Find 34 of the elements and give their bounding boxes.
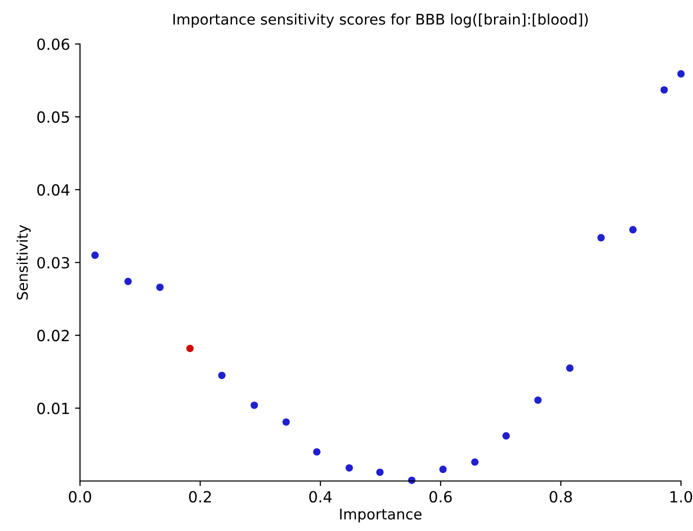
point xyxy=(629,226,637,234)
y-axis-title: Sensitivity xyxy=(16,224,31,300)
point xyxy=(124,278,132,286)
point xyxy=(376,468,384,476)
point xyxy=(660,86,668,94)
point xyxy=(156,284,164,291)
y-tick-label: 0.01 xyxy=(37,402,69,414)
point xyxy=(439,466,447,474)
x-tick-label: 0.8 xyxy=(550,490,572,503)
point xyxy=(502,432,510,440)
point xyxy=(250,402,258,409)
point xyxy=(597,234,605,242)
point xyxy=(471,458,479,466)
y-tick-label: 0.02 xyxy=(37,330,69,342)
x-tick-label: 1.0 xyxy=(670,490,692,503)
point xyxy=(677,70,685,78)
y-tick-label: 0.03 xyxy=(37,256,70,269)
x-axis-title: Importance xyxy=(340,508,422,522)
chart-title: Importance sensitivity scores for BBB log([brain]:[blood]) xyxy=(173,13,588,28)
point xyxy=(282,418,290,426)
point xyxy=(91,252,99,259)
x-tick-label: 0.6 xyxy=(429,490,452,503)
point xyxy=(313,448,320,456)
point xyxy=(186,344,194,352)
y-tick-label: 0.05 xyxy=(37,111,69,123)
x-tick-label: 0.0 xyxy=(68,490,92,503)
x-tick-label: 0.4 xyxy=(309,490,332,503)
y-tick-label: 0.06 xyxy=(37,38,70,50)
point xyxy=(534,396,542,404)
point xyxy=(566,364,574,372)
y-tick-label: 0.04 xyxy=(37,184,70,196)
point xyxy=(346,464,353,472)
x-tick-label: 0.2 xyxy=(189,490,211,503)
point xyxy=(218,372,226,380)
